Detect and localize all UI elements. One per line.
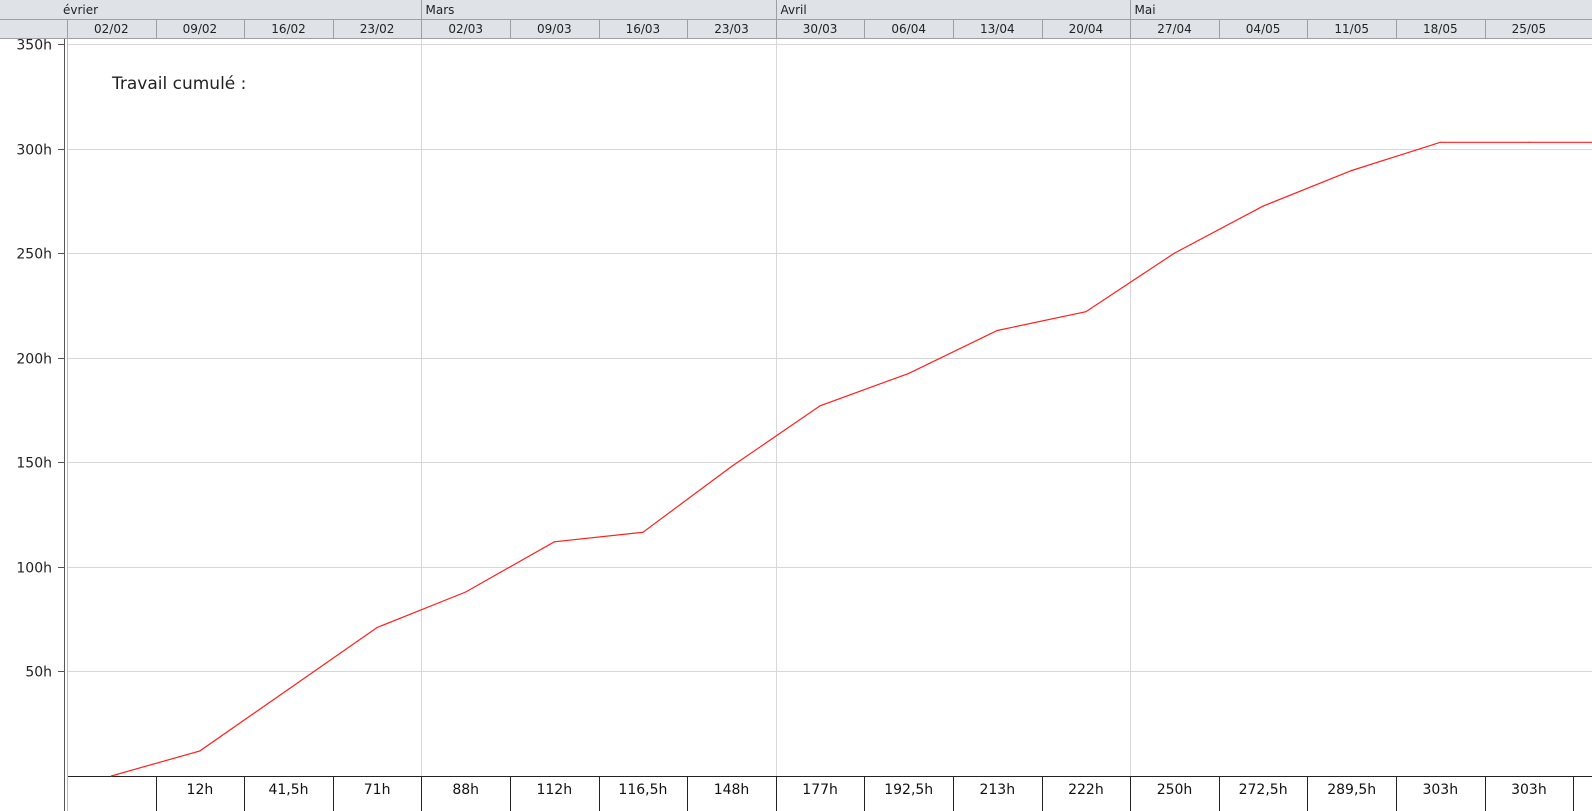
value-label: 148h (714, 782, 750, 798)
chart-title: Travail cumulé : (111, 74, 246, 94)
data-point (554, 541, 555, 542)
data-point (642, 532, 643, 533)
value-label: 222h (1068, 782, 1104, 798)
value-label: 177h (802, 782, 838, 798)
week-label: 27/04 (1157, 22, 1192, 36)
value-label: 272,5h (1239, 782, 1288, 798)
value-label: 116,5h (618, 782, 667, 798)
month-label: évrier (63, 3, 98, 17)
week-label: 23/02 (360, 22, 395, 36)
data-point (199, 750, 200, 751)
data-point (111, 775, 112, 776)
data-point (1528, 142, 1529, 143)
series-line (111, 142, 1592, 776)
data-point (288, 689, 289, 690)
value-label: 303h (1422, 782, 1458, 798)
month-label: Avril (781, 3, 807, 17)
week-label: 16/02 (271, 22, 306, 36)
week-label: 09/02 (183, 22, 218, 36)
week-label: 30/03 (803, 22, 838, 36)
week-label: 06/04 (891, 22, 926, 36)
data-point (1174, 253, 1175, 254)
data-point (820, 405, 821, 406)
week-label: 04/05 (1246, 22, 1281, 36)
value-label: 289,5h (1327, 782, 1376, 798)
data-point (1351, 170, 1352, 171)
y-tick-label: 150h (16, 456, 52, 472)
week-label: 02/02 (94, 22, 129, 36)
week-label: 11/05 (1334, 22, 1369, 36)
month-label: Mars (426, 3, 455, 17)
week-label: 25/05 (1512, 22, 1547, 36)
week-label: 18/05 (1423, 22, 1458, 36)
data-point (1440, 142, 1441, 143)
data-point (1085, 311, 1086, 312)
data-point (997, 330, 998, 331)
week-label: 02/03 (448, 22, 483, 36)
y-tick-label: 100h (16, 561, 52, 577)
value-label: 112h (536, 782, 572, 798)
data-point (377, 627, 378, 628)
y-tick-label: 350h (16, 38, 52, 54)
week-label: 13/04 (980, 22, 1015, 36)
value-label: 88h (452, 782, 479, 798)
week-label: 09/03 (537, 22, 572, 36)
month-label: Mai (1135, 3, 1156, 17)
data-point (1263, 205, 1264, 206)
value-label: 250h (1157, 782, 1193, 798)
y-tick-label: 200h (16, 352, 52, 368)
value-label: 192,5h (884, 782, 933, 798)
value-label: 41,5h (268, 782, 308, 798)
data-point (731, 466, 732, 467)
y-tick-label: 300h (16, 143, 52, 159)
week-label: 23/03 (714, 22, 749, 36)
value-label: 213h (979, 782, 1015, 798)
y-tick-label: 250h (16, 247, 52, 263)
y-tick-label: 50h (25, 665, 52, 681)
value-label: 303h (1511, 782, 1547, 798)
value-label: 71h (364, 782, 391, 798)
week-label: 16/03 (626, 22, 661, 36)
week-label: 20/04 (1069, 22, 1104, 36)
data-point (908, 373, 909, 374)
data-point (465, 591, 466, 592)
value-label: 12h (187, 782, 214, 798)
